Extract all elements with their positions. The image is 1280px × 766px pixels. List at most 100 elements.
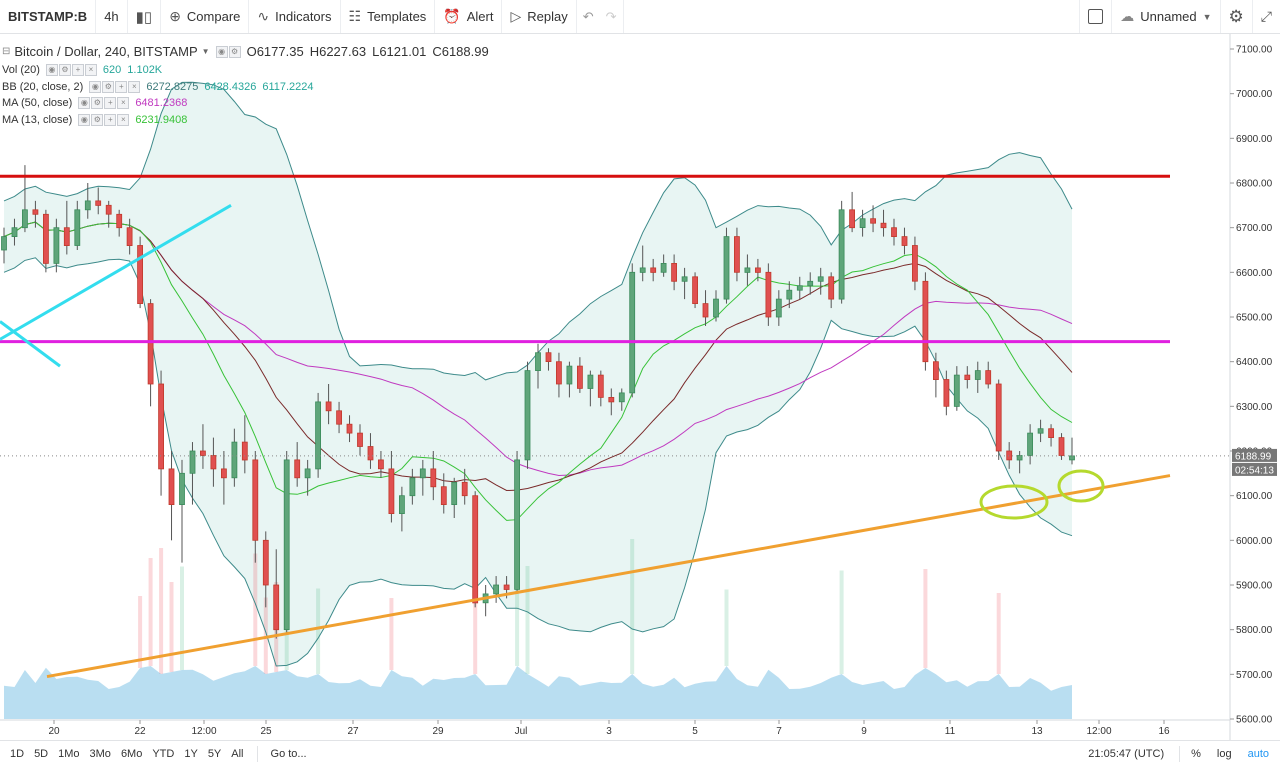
candle[interactable] [158, 370, 165, 496]
candle[interactable] [912, 236, 918, 291]
candle[interactable] [451, 477, 458, 518]
candle[interactable] [1027, 424, 1033, 465]
candle[interactable] [891, 218, 897, 246]
candle[interactable] [493, 576, 500, 603]
range-button-1mo[interactable]: 1Mo [58, 747, 80, 760]
highlight-ellipse[interactable] [1057, 469, 1105, 503]
candle[interactable] [660, 254, 667, 277]
candle[interactable] [262, 531, 269, 608]
candle[interactable] [43, 209, 49, 273]
candle[interactable] [514, 451, 520, 594]
chart-area[interactable]: 7100.00 7000.00 6900.00 6800.00 6700.00 6600.… [0, 34, 1280, 740]
range-button-ytd[interactable]: YTD [152, 747, 175, 760]
collapse-icon[interactable]: ⊟ [2, 45, 11, 57]
candle[interactable] [199, 424, 206, 469]
candle[interactable] [74, 200, 81, 250]
templates-button[interactable]: ☷ Templates [341, 0, 436, 33]
candle[interactable] [755, 258, 761, 282]
candle[interactable] [388, 451, 395, 523]
interval-button[interactable]: 4h [96, 0, 128, 33]
candle[interactable] [95, 187, 102, 215]
add-icon[interactable]: + [115, 80, 128, 93]
close-icon[interactable]: × [117, 97, 130, 110]
candle[interactable] [419, 459, 426, 496]
chevron-down-icon[interactable]: ▼ [201, 46, 210, 56]
redo-button[interactable]: ↷ [600, 0, 624, 33]
highlight-ellipse[interactable] [979, 484, 1049, 520]
range-button-1y[interactable]: 1Y [184, 747, 198, 760]
price-chart[interactable]: 7100.00 7000.00 6900.00 6800.00 6700.00 6600.… [0, 34, 1280, 740]
candle[interactable] [775, 290, 782, 326]
candle[interactable] [304, 459, 311, 496]
candle[interactable] [985, 361, 992, 389]
candle[interactable] [953, 366, 960, 411]
candle[interactable] [137, 236, 144, 309]
candle[interactable] [472, 491, 479, 608]
candle[interactable] [367, 433, 374, 469]
candle[interactable] [63, 200, 70, 255]
candle[interactable] [126, 218, 133, 255]
candle[interactable] [933, 352, 939, 398]
auto-scale-button[interactable]: auto [1247, 747, 1269, 760]
candle[interactable] [870, 205, 876, 233]
candle[interactable] [650, 258, 657, 282]
candle[interactable] [597, 370, 604, 407]
candle[interactable] [325, 384, 332, 425]
candle[interactable] [1037, 419, 1044, 443]
candle[interactable] [765, 263, 772, 326]
candle[interactable] [357, 424, 363, 456]
candle[interactable] [796, 276, 803, 300]
symbol-search-button[interactable]: BITSTAMP:B [0, 0, 97, 33]
candle[interactable] [231, 428, 238, 487]
range-button-all[interactable]: All [231, 747, 244, 760]
candle[interactable] [1016, 451, 1023, 474]
range-button-5y[interactable]: 5Y [207, 747, 222, 760]
range-button-3mo[interactable]: 3Mo [89, 747, 111, 760]
candle[interactable] [53, 218, 60, 273]
candle[interactable] [849, 191, 855, 233]
candle[interactable] [273, 549, 280, 639]
candle[interactable] [974, 361, 981, 393]
replay-button[interactable]: ▷ Replay [502, 0, 577, 33]
candle[interactable] [618, 388, 625, 411]
range-button-1d[interactable]: 1D [10, 747, 25, 760]
candle[interactable] [629, 263, 636, 398]
eye-icon[interactable]: ◉ [78, 113, 91, 126]
range-button-5d[interactable]: 5D [34, 747, 49, 760]
settings-button[interactable]: ⚙ [1221, 0, 1253, 33]
eye-icon[interactable]: ◉ [78, 97, 91, 110]
close-icon[interactable]: × [117, 113, 130, 126]
candle[interactable] [440, 473, 447, 514]
candle[interactable] [681, 267, 688, 300]
candle[interactable] [671, 254, 677, 291]
candle[interactable] [210, 437, 217, 487]
candle[interactable] [964, 366, 971, 389]
add-icon[interactable]: + [104, 97, 117, 110]
candle[interactable] [713, 290, 719, 322]
candle[interactable] [577, 357, 583, 393]
settings-icon[interactable]: ⚙ [102, 80, 115, 93]
candle[interactable] [336, 401, 343, 434]
eye-icon[interactable]: ◉ [89, 80, 102, 93]
indicators-button[interactable]: ∿ Indicators [249, 0, 341, 33]
candle[interactable] [995, 379, 1002, 460]
layout-menu-button[interactable]: ☁ Unnamed ▼ [1112, 0, 1221, 33]
undo-button[interactable]: ↶ [577, 0, 600, 33]
candle[interactable] [189, 442, 196, 505]
candle[interactable] [922, 272, 929, 371]
candle[interactable] [1, 227, 7, 264]
compare-button[interactable]: ⊕ Compare [161, 0, 250, 33]
legend-study-row[interactable]: BB (20, close, 2) ◉ ⚙ + × 6272.8275 6428.4326 6… [2, 79, 489, 96]
candle[interactable] [147, 299, 154, 407]
candle[interactable] [1058, 433, 1065, 460]
alert-button[interactable]: ⏰ Alert [435, 0, 503, 33]
candle[interactable] [294, 442, 301, 487]
chart-style-button[interactable]: ▮▯ [128, 0, 162, 33]
settings-icon[interactable]: ⚙ [58, 64, 71, 77]
candle[interactable] [220, 451, 227, 505]
candle[interactable] [744, 254, 751, 286]
close-icon[interactable]: × [128, 80, 141, 93]
candle[interactable] [461, 468, 468, 505]
candle[interactable] [943, 370, 950, 416]
candle[interactable] [116, 209, 123, 237]
